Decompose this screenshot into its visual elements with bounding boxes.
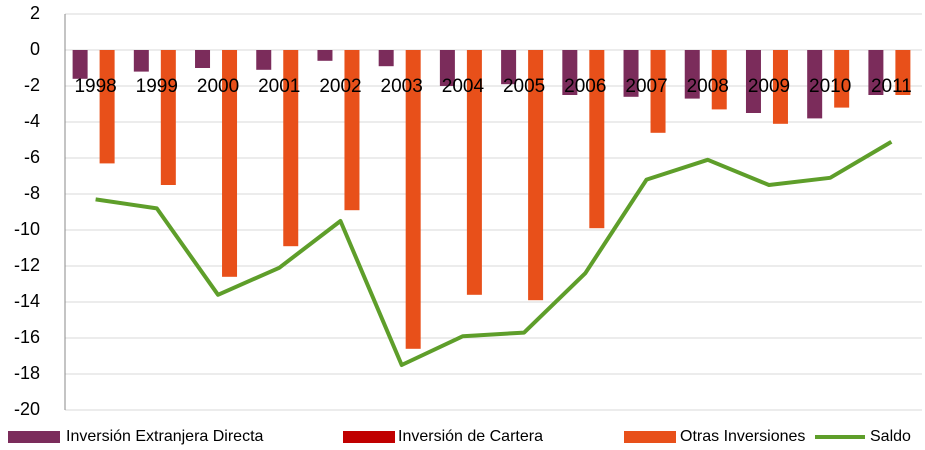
bar (378, 50, 394, 67)
bar (868, 50, 884, 95)
x-tick-label: 2005 (503, 76, 545, 97)
bar (99, 50, 115, 164)
x-tick-label: 2008 (687, 76, 729, 97)
y-tick-label: -18 (14, 363, 40, 383)
bar (772, 50, 788, 124)
y-tick-label: -14 (14, 291, 40, 311)
x-tick-label: 2009 (748, 76, 790, 97)
bar (745, 50, 761, 113)
bar (807, 50, 823, 119)
bar (344, 50, 360, 211)
bar (222, 50, 238, 277)
bar (711, 50, 727, 110)
x-tick-label: 2001 (258, 76, 300, 97)
legend-label: Inversión de Cartera (398, 428, 543, 445)
bar (466, 50, 482, 295)
x-tick-label: 2003 (381, 76, 423, 97)
bar (72, 50, 88, 79)
x-tick-label: 1998 (74, 76, 116, 97)
legend-label: Otras Inversiones (680, 428, 805, 445)
x-tick-label: 2002 (319, 76, 361, 97)
bar (589, 50, 605, 229)
legend-swatch (624, 431, 676, 443)
x-tick-label: 2007 (625, 76, 667, 97)
bar (834, 50, 850, 108)
bar (501, 50, 517, 85)
y-tick-label: -10 (14, 219, 40, 239)
bar (623, 50, 639, 97)
bar (650, 50, 666, 133)
bar (160, 50, 176, 185)
bar (283, 50, 299, 247)
y-tick-label: 2 (30, 3, 40, 23)
y-tick-label: 0 (30, 39, 40, 59)
bar (439, 50, 455, 86)
y-tick-label: -8 (24, 183, 40, 203)
x-tick-label: 2011 (871, 76, 912, 97)
y-tick-label: -2 (24, 75, 40, 95)
line (95, 140, 893, 367)
y-tick-label: -4 (24, 111, 40, 131)
bar (684, 50, 700, 99)
bar (528, 50, 544, 301)
bar (317, 50, 333, 61)
bar (195, 50, 211, 68)
x-tick-label: 2004 (442, 76, 485, 97)
legend-swatch (8, 431, 60, 443)
bar (405, 50, 421, 349)
y-tick-label: -6 (24, 147, 40, 167)
x-tick-label: 2000 (197, 76, 239, 97)
legend-label: Inversión Extranjera Directa (66, 428, 264, 445)
x-tick-label: 2006 (564, 76, 606, 97)
x-tick-label: 2010 (809, 76, 851, 97)
y-tick-label: -12 (14, 255, 40, 275)
y-tick-label: -16 (14, 327, 40, 347)
x-tick-label: 1999 (136, 76, 178, 97)
bar (256, 50, 272, 70)
y-tick-label: -20 (14, 399, 40, 419)
legend-swatch (343, 431, 395, 443)
bar (133, 50, 149, 72)
legend-label: Saldo (870, 428, 911, 445)
bar (562, 50, 578, 95)
bar (895, 50, 911, 95)
